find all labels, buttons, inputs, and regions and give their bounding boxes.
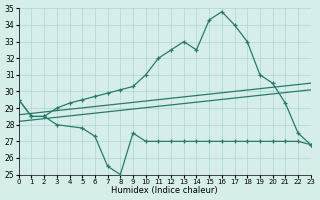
X-axis label: Humidex (Indice chaleur): Humidex (Indice chaleur) <box>111 186 218 195</box>
